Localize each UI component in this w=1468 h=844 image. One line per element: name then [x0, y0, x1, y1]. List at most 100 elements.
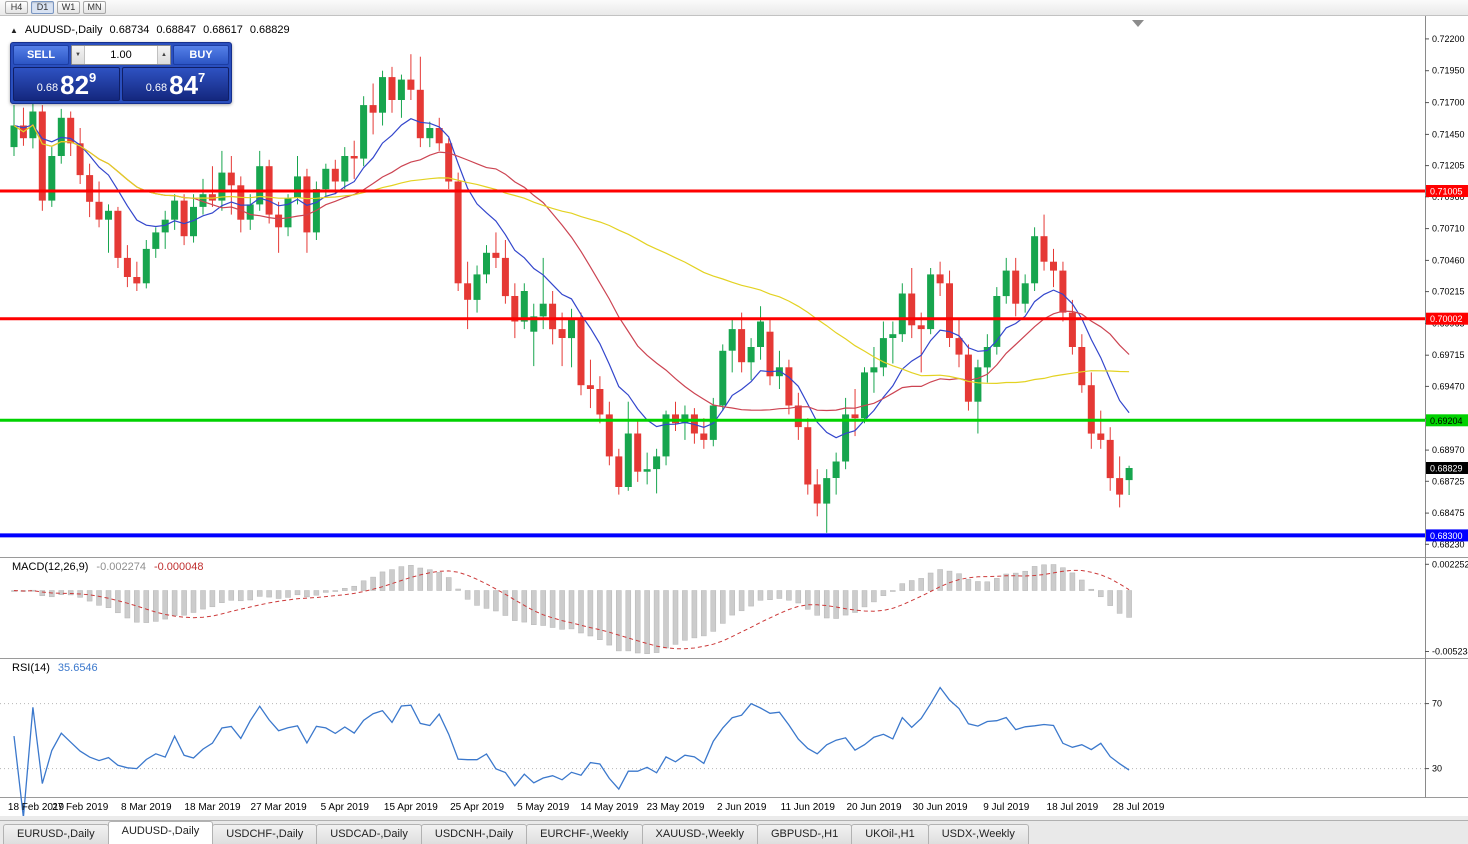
svg-text:0.71950: 0.71950	[1432, 66, 1465, 76]
ma-slow-line	[13, 124, 1130, 385]
svg-text:0.68230: 0.68230	[1432, 539, 1465, 549]
svg-text:27 Feb 2019: 27 Feb 2019	[52, 802, 109, 813]
chart-tab-ukoil[interactable]: UKOil-,H1	[851, 824, 929, 844]
svg-text:0.69715: 0.69715	[1432, 350, 1465, 360]
svg-text:18 Feb 2019: 18 Feb 2019	[8, 802, 65, 813]
svg-text:9 Jul 2019: 9 Jul 2019	[983, 802, 1030, 813]
svg-text:5 Apr 2019: 5 Apr 2019	[321, 802, 370, 813]
macd-indicator: 0.002252 -0.005234	[11, 559, 1468, 657]
svg-text:0.69470: 0.69470	[1432, 381, 1465, 391]
chart-shift-marker-icon[interactable]	[1132, 20, 1144, 27]
chart-background	[0, 16, 1468, 816]
svg-text:11 Jun 2019: 11 Jun 2019	[781, 802, 836, 813]
hline-price-label: 0.69204	[1426, 414, 1468, 427]
macd-signal-line	[13, 569, 1130, 650]
rsi-label: RSI(14) 35.6546	[12, 662, 98, 674]
ma-mid-line	[13, 124, 1130, 412]
timeframe-button-mn[interactable]: MN	[83, 1, 106, 14]
svg-text:0.68475: 0.68475	[1432, 508, 1465, 518]
chart-tab-usdcad[interactable]: USDCAD-,Daily	[316, 824, 422, 844]
timeframe-toolbar: H4 D1 W1 MN	[0, 0, 1468, 16]
timeframe-button-d1[interactable]: D1	[31, 1, 54, 14]
current-price-marker: 0.68829	[1426, 462, 1468, 474]
svg-text:0.71450: 0.71450	[1432, 129, 1465, 139]
timeframe-button-w1[interactable]: W1	[57, 1, 80, 14]
chart-tab-usdcnh[interactable]: USDCNH-,Daily	[420, 824, 528, 844]
svg-text:-0.005234: -0.005234	[1432, 647, 1468, 657]
chart-tab-xauusd[interactable]: XAUUSD-,Weekly	[641, 824, 758, 844]
svg-text:0.70710: 0.70710	[1432, 224, 1465, 234]
svg-text:5 May 2019: 5 May 2019	[517, 802, 570, 813]
chart-tabs-bar: EURUSD-,Daily AUDUSD-,Daily USDCHF-,Daily U…	[0, 820, 1468, 844]
svg-text:0.70002: 0.70002	[1430, 314, 1463, 324]
svg-text:27 Mar 2019: 27 Mar 2019	[251, 802, 308, 813]
svg-text:2 Jun 2019: 2 Jun 2019	[717, 802, 767, 813]
macd-main-value: -0.002274	[96, 561, 146, 573]
chart-tab-usdchf[interactable]: USDCHF-,Daily	[212, 824, 318, 844]
symbol-direction-icon: ▲	[10, 25, 18, 35]
volume-decrease-icon[interactable]: ▼	[72, 46, 85, 64]
svg-text:28 Jul 2019: 28 Jul 2019	[1113, 802, 1165, 813]
sell-price-display[interactable]: 0.68 82 9	[13, 67, 120, 101]
svg-text:0.68829: 0.68829	[1430, 464, 1463, 474]
chart-window: 0.722000.719500.717000.714500.712050.709…	[0, 16, 1468, 816]
svg-text:18 Jul 2019: 18 Jul 2019	[1047, 802, 1099, 813]
chart-tab-eurchf[interactable]: EURCHF-,Weekly	[526, 824, 643, 844]
candlestick-series	[10, 54, 1133, 533]
buy-button[interactable]: BUY	[173, 45, 229, 65]
buy-price-prefix: 0.68	[145, 82, 168, 94]
macd-signal-value: -0.000048	[153, 561, 204, 573]
one-click-trading-panel: SELL ▼ 1.00 ▲ BUY 0.68 82 9 0.68 84 7	[10, 42, 232, 104]
ohlc-open: 0.68734	[109, 24, 150, 36]
sell-button[interactable]: SELL	[13, 45, 69, 65]
ohlc-high: 0.68847	[156, 24, 197, 36]
macd-title: MACD(12,26,9)	[12, 561, 89, 573]
svg-text:23 May 2019: 23 May 2019	[647, 802, 705, 813]
svg-text:18 Mar 2019: 18 Mar 2019	[184, 802, 241, 813]
svg-text:0.71700: 0.71700	[1432, 98, 1465, 108]
chart-tab-eurusd[interactable]: EURUSD-,Daily	[3, 824, 109, 844]
chart-info-line: ▲ AUDUSD-,Daily 0.68734 0.68847 0.68617 …	[10, 24, 290, 36]
svg-text:0.68970: 0.68970	[1432, 445, 1465, 455]
svg-text:0.71005: 0.71005	[1430, 187, 1463, 197]
symbol-period-label: AUDUSD-,Daily	[24, 24, 103, 36]
ohlc-close: 0.68829	[249, 24, 290, 36]
hline-price-label: 0.70002	[1426, 312, 1468, 325]
svg-text:70: 70	[1432, 699, 1442, 709]
ohlc-low: 0.68617	[203, 24, 243, 36]
svg-text:14 May 2019: 14 May 2019	[580, 802, 638, 813]
price-chart-canvas[interactable]: 0.722000.719500.717000.714500.712050.709…	[0, 16, 1468, 816]
sell-price-big: 82	[60, 70, 90, 100]
svg-text:0.71205: 0.71205	[1432, 161, 1465, 171]
chart-tab-audusd[interactable]: AUDUSD-,Daily	[107, 821, 214, 844]
timeframe-button-h4[interactable]: H4	[5, 1, 28, 14]
svg-text:20 Jun 2019: 20 Jun 2019	[846, 802, 901, 813]
sell-price-prefix: 0.68	[36, 82, 59, 94]
svg-text:0.002252: 0.002252	[1432, 559, 1468, 569]
buy-price-big: 84	[169, 70, 199, 100]
svg-text:0.68300: 0.68300	[1430, 531, 1463, 541]
buy-price-display[interactable]: 0.68 84 7	[122, 67, 229, 101]
svg-text:25 Apr 2019: 25 Apr 2019	[450, 802, 504, 813]
rsi-value: 35.6546	[57, 662, 98, 674]
svg-text:30: 30	[1432, 764, 1442, 774]
svg-text:8 Mar 2019: 8 Mar 2019	[121, 802, 172, 813]
volume-input[interactable]: 1.00	[110, 49, 132, 61]
chart-tab-gbpusd[interactable]: GBPUSD-,H1	[756, 824, 853, 844]
hline-price-label: 0.71005	[1426, 185, 1468, 197]
svg-text:15 Apr 2019: 15 Apr 2019	[384, 802, 438, 813]
volume-increase-icon[interactable]: ▲	[157, 46, 170, 64]
svg-text:0.68725: 0.68725	[1432, 476, 1465, 486]
macd-label: MACD(12,26,9) -0.002274 -0.000048	[12, 561, 204, 573]
rsi-line	[13, 686, 1130, 816]
sell-price-pipette: 9	[89, 70, 97, 85]
buy-price-pipette: 7	[198, 70, 206, 85]
hline-price-label: 0.68300	[1426, 529, 1468, 542]
rsi-title: RSI(14)	[12, 662, 50, 674]
chart-tab-usdx[interactable]: USDX-,Weekly	[927, 824, 1029, 844]
svg-text:0.70215: 0.70215	[1432, 287, 1465, 297]
rsi-indicator: 70 30	[0, 686, 1442, 816]
svg-text:0.69204: 0.69204	[1430, 416, 1463, 426]
